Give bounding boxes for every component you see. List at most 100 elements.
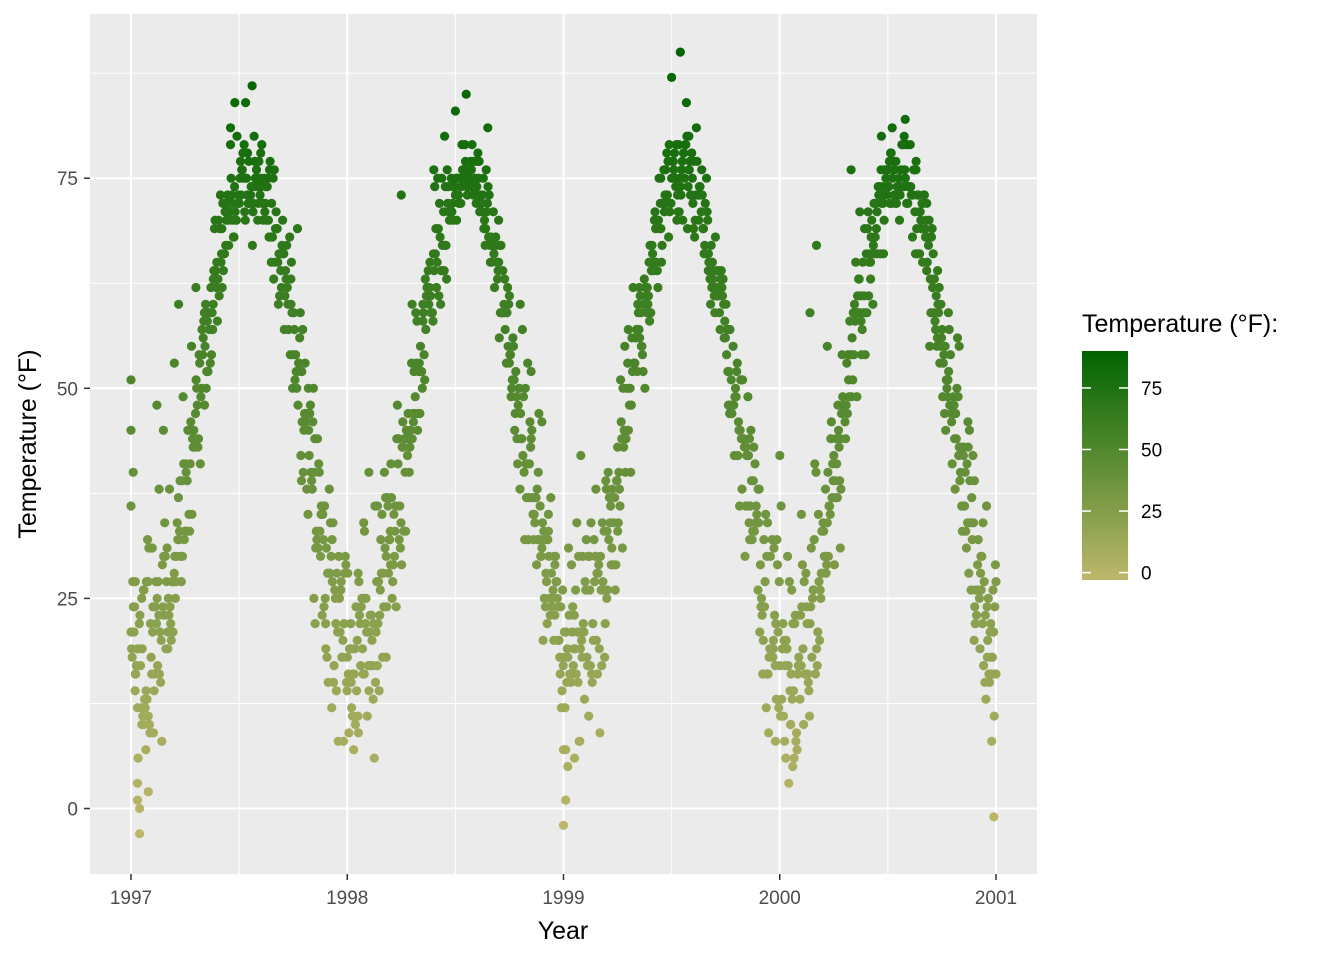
data-point [894,215,905,225]
data-point [550,560,560,570]
data-point [373,577,384,587]
data-point [478,173,488,183]
data-point [405,425,416,435]
data-point [515,299,525,309]
data-point [133,753,143,763]
data-point [894,173,904,183]
data-point [235,156,246,166]
data-point [833,425,844,435]
x-tick-label: 2001 [975,888,1017,909]
data-point [263,215,273,225]
data-point [292,224,303,234]
data-point [755,560,766,570]
data-point [546,493,556,503]
data-point [240,207,250,217]
data-point [141,686,151,696]
data-point [849,350,859,360]
data-point [315,526,325,536]
data-point [971,610,982,620]
data-point [432,257,442,267]
data-point [318,535,328,545]
data-point [733,417,744,427]
data-point [304,450,314,461]
data-point [387,593,397,604]
data-point [234,198,244,208]
data-point [298,467,308,477]
data-point [582,652,592,662]
data-point [770,736,781,746]
y-tick-label: 0 [67,800,78,821]
data-point [320,501,330,511]
data-point [612,476,622,486]
data-point [182,476,192,486]
data-point [225,140,236,150]
data-point [579,694,590,704]
data-point [135,661,146,671]
data-point [976,585,986,595]
data-point [849,299,860,309]
data-point [681,98,692,108]
data-point [219,249,230,259]
data-point [168,627,178,637]
data-point [127,644,137,654]
data-point [680,173,690,183]
data-point [424,282,434,293]
data-point [482,198,492,208]
data-point [862,224,873,234]
data-point [324,484,334,494]
data-point [137,593,147,604]
data-point [786,719,796,730]
data-point [900,165,910,175]
data-point [563,761,573,772]
data-point [560,703,570,713]
data-point [271,207,281,217]
data-point [825,509,835,519]
data-point [453,190,463,200]
data-point [668,156,678,166]
data-point [143,577,153,587]
data-point [942,383,952,393]
data-point [206,350,217,360]
data-point [960,501,970,511]
data-point [481,165,491,175]
data-point [135,803,145,814]
data-point [881,173,891,183]
data-point [832,459,842,469]
data-point [847,333,857,343]
data-point [481,224,491,234]
data-point [442,165,452,175]
data-point [566,560,577,570]
data-point [373,619,383,629]
data-point [677,165,687,175]
data-point [905,140,915,150]
data-point [895,190,905,200]
data-point [816,593,826,604]
data-point [927,224,937,234]
data-point [868,240,879,250]
data-point [327,577,337,587]
data-point [977,619,988,629]
legend-tick-label: 0 [1141,564,1152,585]
data-point [370,501,380,511]
data-point [922,266,932,276]
data-point [247,81,257,91]
data-point [369,753,379,763]
data-point [359,526,370,536]
data-point [592,669,603,679]
data-point [217,282,227,293]
data-point [625,383,635,393]
data-point [891,198,902,208]
data-point [681,140,691,150]
data-point [968,450,978,461]
data-point [341,560,351,570]
data-point [542,577,552,587]
data-point [983,593,993,604]
data-point [185,459,195,469]
data-point [278,215,288,225]
data-point [421,324,431,335]
data-point [721,299,731,309]
data-point [944,324,954,335]
data-point [298,324,308,335]
data-point [732,358,742,368]
data-point [383,568,394,578]
